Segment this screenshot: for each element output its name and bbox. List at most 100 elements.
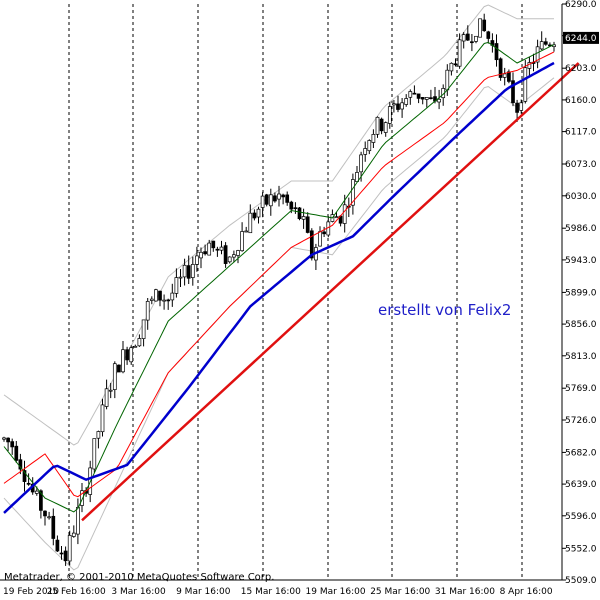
trendline-group — [81, 62, 580, 522]
candle-body — [71, 532, 76, 537]
candle-body — [6, 437, 10, 443]
y-tick-label: 5813.0 — [565, 352, 597, 362]
candle-body — [260, 195, 265, 208]
trendline — [81, 62, 580, 522]
x-tick-label: 19 Feb 2010 — [3, 587, 59, 597]
y-tick-label: 5943.0 — [565, 256, 597, 266]
candle-body — [244, 230, 249, 233]
candle-body — [47, 516, 51, 519]
candle-body — [297, 207, 302, 220]
candle-body — [223, 245, 228, 264]
y-tick-label: 5596.0 — [565, 512, 597, 522]
candle-body — [539, 41, 544, 50]
candle-body — [400, 102, 404, 110]
y-tick-label: 5639.0 — [565, 480, 597, 490]
candle-body — [145, 301, 150, 321]
y-tick-label: 5552.0 — [565, 544, 597, 554]
candle-body — [199, 251, 203, 259]
candle-body — [383, 122, 388, 133]
candle-body — [293, 207, 298, 210]
candle-body — [515, 102, 519, 113]
y-tick-label: 5726.0 — [565, 416, 597, 426]
candle-body — [236, 250, 240, 256]
x-tick-label: 8 Apr 16:00 — [500, 587, 553, 597]
y-tick-label: 5986.0 — [565, 224, 597, 234]
y-tick-label: 5509.0 — [565, 576, 597, 586]
candle-body — [121, 349, 125, 373]
candle-body — [375, 116, 380, 135]
candle-body — [334, 216, 339, 219]
candle-body — [502, 73, 507, 78]
candle-body — [305, 216, 310, 233]
candle-body — [80, 490, 84, 506]
candle-body — [59, 552, 64, 555]
copyright-text: Metatrader, © 2001-2010 MetaQuotes Softw… — [4, 572, 274, 583]
candle-body — [507, 71, 511, 82]
candle-body — [186, 265, 191, 279]
candle-body — [355, 172, 359, 182]
candle-body — [412, 92, 417, 95]
candle-body — [457, 39, 462, 67]
candle-body — [359, 154, 363, 173]
candle-body — [195, 255, 199, 265]
candle-body — [465, 33, 470, 41]
candle-body — [519, 102, 524, 111]
candle-body — [190, 264, 195, 278]
candle-body — [182, 264, 187, 278]
candle-body — [63, 550, 68, 562]
y-tick-label: 5682.0 — [565, 448, 597, 458]
candle-body — [351, 179, 355, 206]
candle-body — [240, 231, 244, 252]
candle-body — [416, 93, 421, 99]
x-tick-label: 15 Mar 16:00 — [241, 587, 301, 597]
candle-body — [51, 515, 56, 539]
candle-body — [309, 230, 314, 259]
ma-fast-line — [3, 41, 555, 513]
candle-body — [318, 231, 322, 247]
candle-body — [424, 97, 429, 100]
y-tick-label: 5856.0 — [565, 320, 597, 330]
candle-body — [149, 298, 154, 301]
candle-body — [39, 490, 43, 511]
candle-body — [219, 246, 224, 251]
candle-body — [252, 212, 257, 219]
x-tick-label: 3 Mar 16:00 — [111, 587, 166, 597]
x-tick-label: 19 Mar 16:00 — [306, 587, 366, 597]
candle-body — [104, 388, 109, 407]
candle-body — [248, 212, 253, 234]
candle-body — [264, 194, 269, 205]
candle-body — [162, 299, 166, 302]
candle-body — [125, 349, 129, 361]
candle-body — [342, 204, 347, 224]
candle-body — [392, 103, 396, 106]
candle-body — [301, 216, 306, 220]
candle-body — [55, 539, 60, 552]
candle-body — [18, 459, 23, 470]
candle-body — [511, 80, 515, 104]
candle-body — [474, 35, 478, 42]
candle-body — [137, 338, 142, 347]
candle-body — [232, 254, 236, 258]
x-tick-label: 31 Mar 16:00 — [435, 587, 495, 597]
candle-body — [535, 46, 540, 63]
candle-body — [174, 277, 179, 294]
candle-body — [486, 31, 491, 39]
moving-averages — [3, 41, 555, 514]
ma-medium-line — [3, 51, 555, 498]
candle-body — [178, 276, 183, 279]
candle-body — [133, 345, 138, 348]
candle-body — [92, 438, 97, 470]
candle-body — [281, 194, 285, 198]
candle-body — [429, 97, 433, 100]
candle-body — [158, 290, 162, 301]
candle-body — [478, 18, 482, 38]
candle-body — [22, 470, 27, 482]
candle-body — [100, 404, 105, 433]
candle-body — [256, 208, 261, 218]
ma-slow-line — [3, 61, 555, 514]
candle-body — [461, 34, 466, 42]
candle-body — [445, 69, 450, 91]
candle-body — [26, 482, 31, 485]
